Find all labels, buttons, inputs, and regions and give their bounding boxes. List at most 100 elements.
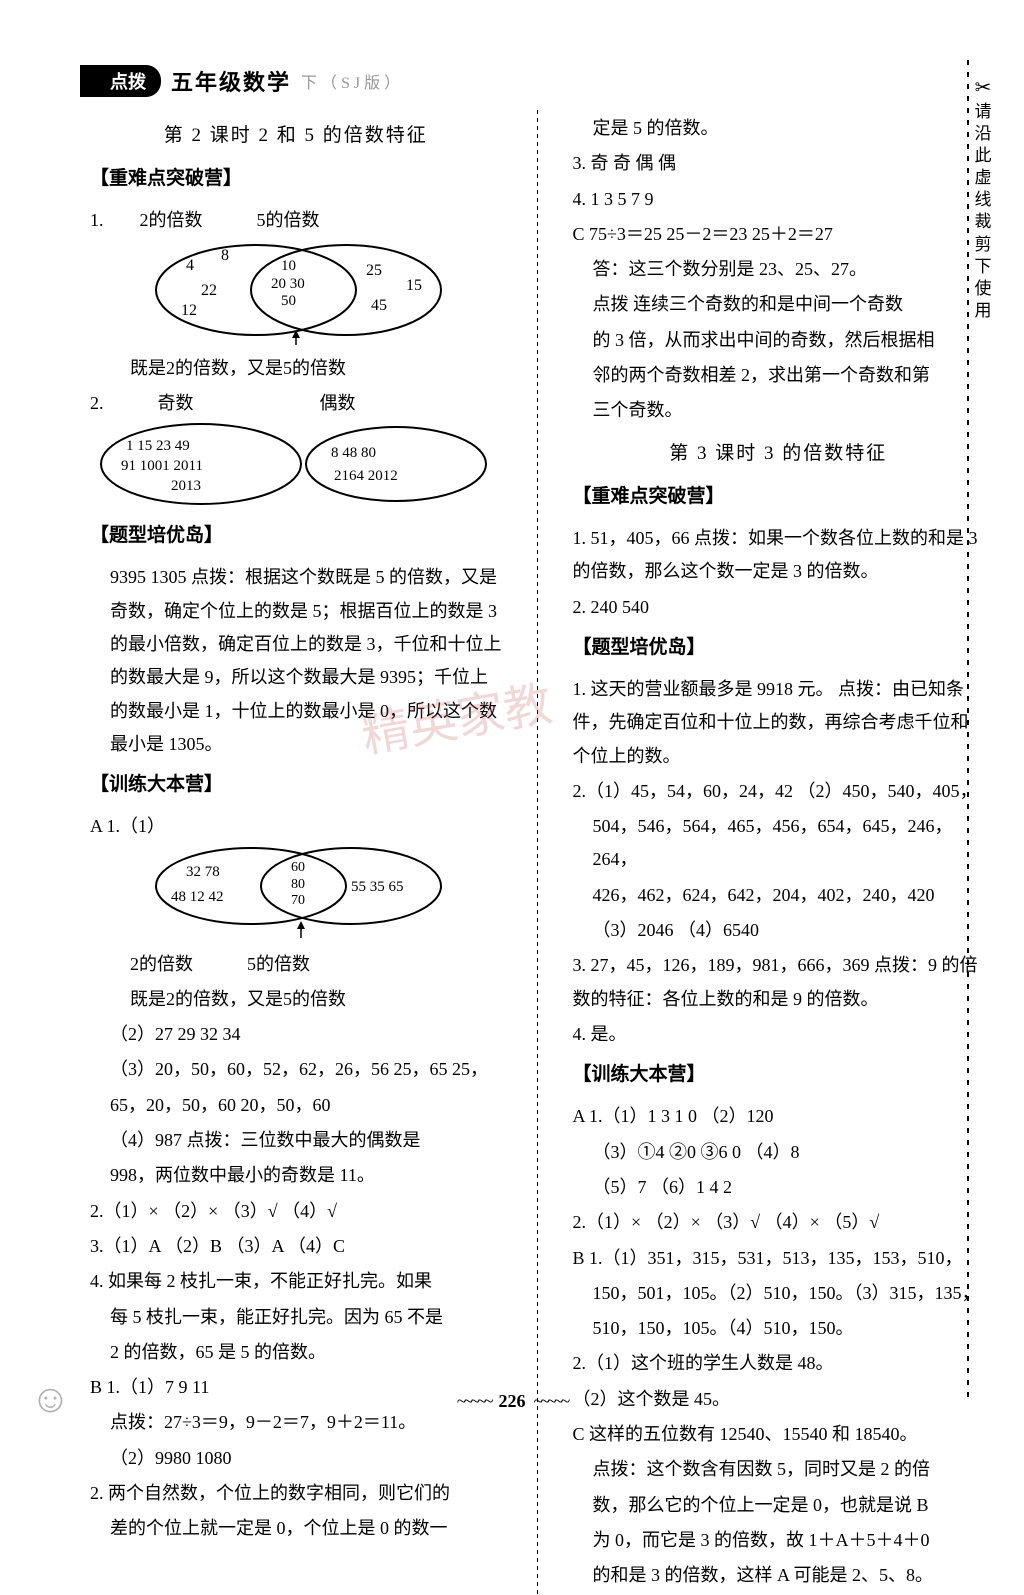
answer-line: 65，20，50，60 20，50，60 bbox=[90, 1089, 502, 1122]
venn3-labels: 2的倍数 5的倍数 bbox=[90, 948, 502, 981]
answer-line: 3. 奇 奇 偶 偶 bbox=[573, 147, 985, 180]
answer-line: 3.（1）A （2）B （3）A （4）C bbox=[90, 1230, 502, 1263]
section-header: 【训练大本营】 bbox=[573, 1057, 985, 1092]
answer-line: 3. 27，45，126，189，981，666，369 点拨：9 的倍数的特征… bbox=[573, 949, 985, 1016]
margin-note-text: 请沿此虚线裁剪下使用 bbox=[972, 101, 994, 322]
header-sub: 下（SJ版） bbox=[301, 69, 404, 93]
right-column: 定是 5 的倍数。 3. 奇 奇 偶 偶 4. 1 3 5 7 9 C 75÷3… bbox=[573, 110, 985, 1595]
answer-line: 为 0，而它是 3 的倍数，故 1＋A＋5＋4＋0 bbox=[573, 1524, 985, 1557]
answer-line: 2.（1）45，54，60，24，42 （2）450，540，405， bbox=[573, 775, 985, 808]
badge-text: 点拨 bbox=[110, 72, 146, 92]
answer-line: 2. 两个自然数，个位上的数字相同，则它们的 bbox=[90, 1477, 502, 1510]
header-badge: 点拨 bbox=[80, 65, 161, 97]
svg-text:22: 22 bbox=[201, 282, 217, 299]
svg-text:48 12 42: 48 12 42 bbox=[171, 889, 224, 905]
venn1-labels: 1. 2的倍数 5的倍数 bbox=[90, 204, 502, 237]
section-header: 【重难点突破营】 bbox=[573, 479, 985, 514]
svg-text:70: 70 bbox=[291, 893, 305, 908]
answer-line: （3）20，50，60，52，62，26，56 25，65 25， bbox=[90, 1053, 502, 1086]
answer-line: 4. 1 3 5 7 9 bbox=[573, 183, 985, 216]
question-label: A 1.（1） bbox=[90, 810, 502, 843]
page-number: 226 bbox=[449, 1391, 575, 1412]
answer-line: （3）①4 ②0 ③6 0 （4）8 bbox=[573, 1136, 985, 1169]
bottom-decoration-icon: ☺ bbox=[30, 1375, 71, 1422]
svg-text:55 35 65: 55 35 65 bbox=[351, 879, 404, 895]
svg-text:50: 50 bbox=[281, 293, 296, 309]
svg-text:32 78: 32 78 bbox=[186, 864, 220, 880]
answer-line: 2 的倍数，65 是 5 的倍数。 bbox=[90, 1336, 502, 1369]
page-header: 点拨 五年级数学 下（SJ版） bbox=[80, 65, 404, 97]
section-header: 【题型培优岛】 bbox=[90, 518, 502, 553]
answer-line: 2.（1）× （2）× （3）√ （4）√ bbox=[90, 1195, 502, 1228]
svg-text:45: 45 bbox=[371, 297, 387, 314]
section-header: 【题型培优岛】 bbox=[573, 630, 985, 665]
answer-line: （2）这个数是 45。 bbox=[573, 1383, 985, 1416]
answer-line: 三个奇数。 bbox=[573, 394, 985, 427]
svg-text:15: 15 bbox=[406, 277, 422, 294]
answer-line: 的 3 倍，从而求出中间的奇数，然后根据相 bbox=[573, 324, 985, 357]
paragraph: 9395 1305 点拨：根据这个数既是 5 的倍数，又是奇数，确定个位上的数是… bbox=[90, 561, 502, 761]
margin-dashed-line bbox=[967, 60, 969, 1400]
venn2-labels: 2. 奇数 偶数 bbox=[90, 387, 502, 420]
answer-line: B 1.（1）351，315，531，513，135，153，510， bbox=[573, 1242, 985, 1275]
answer-line: 504，546，564，465，456，654，645，246，264， bbox=[573, 810, 985, 877]
answer-line: B 1.（1）7 9 11 bbox=[90, 1371, 502, 1404]
answer-line: 每 5 枝扎一束，能正好扎完。因为 65 不是 bbox=[90, 1301, 502, 1334]
answer-line: 点拨：这个数含有因数 5，同时又是 2 的倍 bbox=[573, 1453, 985, 1486]
svg-text:4: 4 bbox=[186, 257, 194, 274]
answer-line: 426，462，624，642，204，402，240，420 bbox=[573, 879, 985, 912]
answer-line: 2.（1）× （2）× （3）√ （4）× （5）√ bbox=[573, 1206, 985, 1239]
svg-text:2164 2012: 2164 2012 bbox=[334, 468, 398, 484]
margin-note: ✂ 请沿此虚线裁剪下使用 bbox=[972, 75, 994, 322]
answer-line: 点拨 连续三个奇数的和是中间一个奇数 bbox=[573, 288, 985, 321]
answer-line: 数，那么它的个位上一定是 0，也就是说 B bbox=[573, 1489, 985, 1522]
answer-line: （5）7 （6）1 4 2 bbox=[573, 1171, 985, 1204]
answer-line: 150，501，105。（2）510，150。（3）315，135， bbox=[573, 1277, 985, 1310]
answer-line: 定是 5 的倍数。 bbox=[573, 112, 985, 145]
venn-diagram-3: 32 78 48 12 42 60 8070 55 35 65 bbox=[136, 846, 456, 946]
answer-line: 2.（1）这个班的学生人数是 48。 bbox=[573, 1347, 985, 1380]
svg-text:10: 10 bbox=[281, 258, 296, 274]
left-column: 第 2 课时 2 和 5 的倍数特征 【重难点突破营】 1. 2的倍数 5的倍数… bbox=[90, 110, 502, 1595]
answer-line: C 这样的五位数有 12540、15540 和 18540。 bbox=[573, 1418, 985, 1451]
content-area: 第 2 课时 2 和 5 的倍数特征 【重难点突破营】 1. 2的倍数 5的倍数… bbox=[90, 110, 984, 1595]
venn-diagram-1: 4 8 2212 10 20 3050 25 15 45 bbox=[136, 240, 456, 350]
lesson-title-2: 第 2 课时 2 和 5 的倍数特征 bbox=[90, 118, 502, 153]
section-header: 【重难点突破营】 bbox=[90, 161, 502, 196]
header-title: 五年级数学 bbox=[171, 65, 291, 97]
svg-text:8 48 80: 8 48 80 bbox=[331, 445, 376, 461]
answer-line: 的和是 3 的倍数，这样 A 可能是 2、5、8。 bbox=[573, 1559, 985, 1592]
svg-text:8: 8 bbox=[221, 247, 229, 264]
answer-line: 4. 是。 bbox=[573, 1018, 985, 1051]
venn3-caption: 既是2的倍数，又是5的倍数 bbox=[90, 983, 502, 1016]
answer-line: 答：这三个数分别是 23、25、27。 bbox=[573, 253, 985, 286]
answer-line: 510，150，105。（4）510，150。 bbox=[573, 1312, 985, 1345]
svg-text:91 1001 2011: 91 1001 2011 bbox=[121, 458, 203, 474]
answer-line: 1. 51，405，66 点拨：如果一个数各位上数的和是 3 的倍数，那么这个数… bbox=[573, 522, 985, 589]
svg-text:80: 80 bbox=[291, 877, 305, 892]
svg-text:12: 12 bbox=[181, 302, 197, 319]
answer-line: 点拨：27÷3＝9，9－2＝7，9＋2＝11。 bbox=[90, 1406, 502, 1439]
venn-diagram-2: 1 15 23 49 91 1001 2011 2013 8 48 80 216… bbox=[96, 422, 496, 512]
svg-text:60: 60 bbox=[291, 860, 305, 875]
svg-text:2013: 2013 bbox=[171, 478, 201, 494]
answer-line: 2. 240 540 bbox=[573, 591, 985, 624]
answer-line: （2）9980 1080 bbox=[90, 1442, 502, 1475]
answer-line: 差的个位上就一定是 0，个位上是 0 的数一 bbox=[90, 1512, 502, 1545]
section-header: 【训练大本营】 bbox=[90, 767, 502, 802]
lesson-title-3: 第 3 课时 3 的倍数特征 bbox=[573, 436, 985, 471]
answer-line: A 1.（1）1 3 1 0 （2）120 bbox=[573, 1100, 985, 1133]
answer-line: 1. 这天的营业额最多是 9918 元。 点拨：由已知条件，先确定百位和十位上的… bbox=[573, 673, 985, 773]
answer-line: 998，两位数中最小的奇数是 11。 bbox=[90, 1159, 502, 1192]
answer-line: 4. 如果每 2 枝扎一束，不能正好扎完。如果 bbox=[90, 1265, 502, 1298]
column-divider bbox=[537, 110, 538, 1595]
svg-text:25: 25 bbox=[366, 262, 382, 279]
venn1-caption: 既是2的倍数，又是5的倍数 bbox=[90, 352, 502, 385]
answer-line: C 75÷3＝25 25－2＝23 25＋2＝27 bbox=[573, 218, 985, 251]
svg-text:20 30: 20 30 bbox=[271, 276, 305, 292]
answer-line: （2）27 29 32 34 bbox=[90, 1018, 502, 1051]
svg-text:1 15 23 49: 1 15 23 49 bbox=[126, 438, 190, 454]
answer-line: 邻的两个奇数相差 2，求出第一个奇数和第 bbox=[573, 359, 985, 392]
scissors-icon: ✂ bbox=[972, 75, 994, 101]
answer-line: （3）2046 （4）6540 bbox=[573, 914, 985, 947]
